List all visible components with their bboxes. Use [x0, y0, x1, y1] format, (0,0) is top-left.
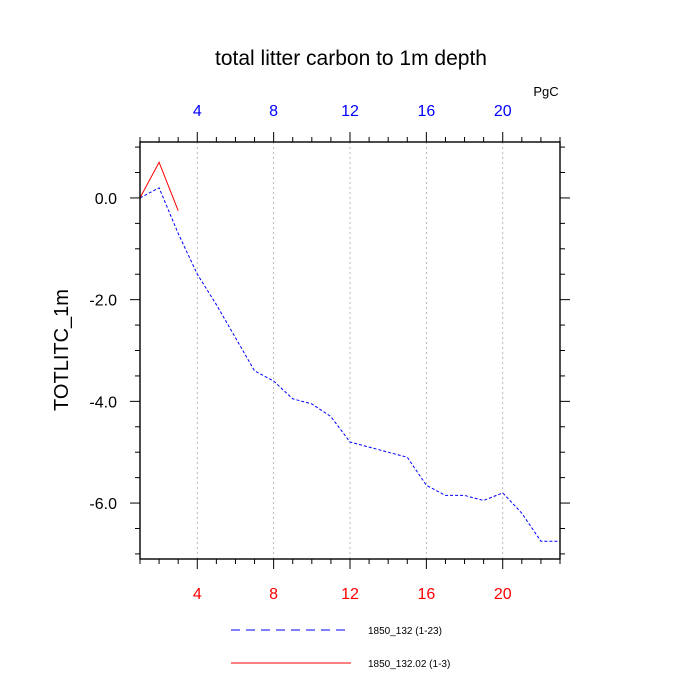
y-tick-label: -2.0 — [89, 293, 117, 310]
x-tick-label-top: 8 — [269, 103, 278, 120]
x-tick-label-top: 20 — [494, 103, 512, 120]
x-tick-label-top: 4 — [193, 103, 202, 120]
chart-title: total litter carbon to 1m depth — [215, 47, 487, 70]
legend-label-1: 1850_132.02 (1-3) — [368, 659, 450, 670]
x-tick-label-bottom: 4 — [193, 586, 202, 603]
x-tick-label-top: 12 — [341, 103, 359, 120]
unit-label: PgC — [533, 84, 558, 99]
plot-frame — [139, 141, 561, 560]
x-tick-label-top: 16 — [417, 103, 435, 120]
y-tick-label: -6.0 — [89, 496, 117, 513]
y-tick-label: -4.0 — [89, 394, 117, 411]
x-tick-label-bottom: 8 — [269, 586, 278, 603]
y-axis-label: TOTLITC_1m — [51, 289, 73, 411]
x-tick-label-bottom: 12 — [341, 586, 359, 603]
series-group — [139, 161, 560, 542]
x-tick-label-bottom: 20 — [494, 586, 512, 603]
series-line-0 — [139, 187, 560, 542]
legend-label-0: 1850_132 (1-23) — [368, 626, 442, 637]
y-tick-label: 0.0 — [95, 191, 117, 208]
series-line-1 — [139, 161, 179, 211]
legend: 1850_132 (1-23) 1850_132.02 (1-3) — [231, 626, 450, 670]
x-tick-label-bottom: 16 — [417, 586, 435, 603]
ticks: 4 4 8 8 12 12 16 16 20 20 0.0 -2.0 -4.0 -6.0 — [89, 103, 570, 603]
